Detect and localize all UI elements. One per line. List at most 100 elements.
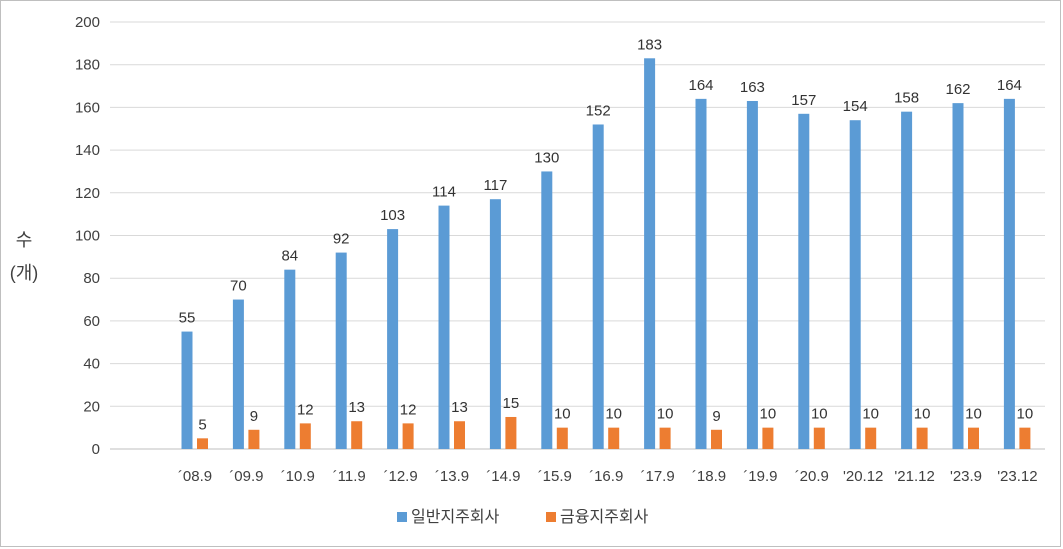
bar-general (849, 120, 861, 450)
bar-financial (968, 427, 979, 449)
bar-financial (197, 438, 208, 449)
bar-general (798, 113, 810, 450)
bar-general (644, 58, 656, 450)
legend-swatch (397, 512, 407, 522)
data-label: 10 (965, 406, 982, 423)
bar-financial (351, 421, 363, 449)
bar-financial (608, 427, 620, 449)
data-label: 114 (432, 184, 456, 201)
data-label: 10 (657, 406, 674, 423)
x-tick-label: '23.12 (997, 468, 1037, 485)
data-label: 183 (637, 36, 662, 53)
x-tick-label: '21.12 (894, 468, 934, 485)
bar-general (592, 124, 604, 449)
data-label: 10 (554, 406, 571, 423)
y-tick-label: 200 (75, 14, 100, 31)
bar-general (746, 100, 758, 450)
data-label: 10 (605, 406, 622, 423)
bar-financial (454, 421, 465, 449)
bar-financial (865, 427, 877, 449)
data-label: 162 (945, 81, 970, 98)
bar-financial (299, 423, 311, 449)
bar-general (695, 98, 707, 450)
legend-swatch (546, 512, 556, 522)
data-label: 130 (534, 149, 559, 166)
data-label: 158 (894, 90, 919, 107)
y-tick-label: 120 (75, 185, 100, 202)
data-label: 13 (451, 399, 468, 416)
data-label: 164 (688, 77, 713, 94)
x-tick-label: ´17.9 (640, 468, 674, 485)
data-label: 103 (380, 207, 405, 224)
bar-financial (248, 429, 260, 449)
bar-financial (505, 416, 517, 449)
data-label: 117 (483, 177, 507, 194)
bar-general (901, 111, 913, 450)
data-label: 5 (198, 416, 206, 433)
bar-general (541, 171, 553, 449)
bar-general (489, 199, 501, 449)
x-tick-label: ´12.9 (383, 468, 417, 485)
bar-general (232, 299, 244, 449)
bar-financial (659, 427, 671, 449)
bar-financial (762, 427, 774, 449)
data-label: 157 (791, 92, 816, 109)
legend-label: 일반지주회사 (411, 508, 500, 526)
data-label: 163 (740, 79, 765, 96)
data-label: 154 (843, 98, 868, 115)
data-label: 12 (297, 401, 314, 418)
x-tick-label: ´09.9 (229, 468, 263, 485)
x-tick-label: '23.9 (950, 468, 982, 485)
y-tick-label: 140 (75, 142, 100, 159)
y-tick-label: 100 (75, 228, 100, 245)
data-label: 9 (712, 408, 720, 425)
data-label: 9 (250, 408, 258, 425)
data-label: 13 (348, 399, 365, 416)
data-label: 10 (760, 406, 777, 423)
x-tick-label: ´18.9 (692, 468, 726, 485)
y-axis-label-unit: (개) (10, 263, 39, 283)
data-label: 15 (503, 395, 520, 412)
bar-financial (1019, 427, 1031, 449)
y-tick-label: 180 (75, 57, 100, 74)
y-tick-label: 160 (75, 99, 100, 116)
y-tick-label: 60 (83, 313, 100, 330)
bar-general (335, 252, 347, 449)
bar-general (438, 205, 450, 449)
x-tick-label: ´10.9 (281, 468, 315, 485)
data-label: 55 (179, 310, 196, 327)
bar-financial (402, 423, 414, 449)
x-tick-label: ´19.9 (743, 468, 777, 485)
x-tick-label: ´20.9 (795, 468, 829, 485)
y-tick-label: 0 (92, 441, 100, 458)
bar-general (952, 103, 964, 449)
data-label: 92 (333, 231, 350, 248)
y-tick-label: 20 (83, 398, 100, 415)
data-label: 10 (1017, 406, 1034, 423)
x-tick-label: ´16.9 (589, 468, 623, 485)
data-label: 10 (811, 406, 828, 423)
x-tick-label: ´13.9 (435, 468, 469, 485)
y-tick-label: 80 (83, 270, 100, 287)
bar-general (284, 269, 296, 449)
data-label: 164 (997, 77, 1022, 94)
data-label: 152 (586, 102, 611, 119)
bar-general (387, 229, 399, 449)
data-label: 12 (400, 401, 417, 418)
data-label: 10 (914, 406, 931, 423)
bar-general (1003, 98, 1015, 450)
y-axis-label: 수 (16, 230, 33, 250)
bar-financial (711, 429, 722, 449)
x-tick-label: ´14.9 (486, 468, 520, 485)
x-tick-label: ´15.9 (538, 468, 572, 485)
bar-financial (916, 427, 928, 449)
legend-label: 금융지주회사 (560, 508, 649, 526)
y-tick-label: 40 (83, 356, 100, 373)
x-tick-label: ´11.9 (333, 468, 366, 485)
bar-general (181, 331, 193, 449)
data-label: 10 (862, 406, 879, 423)
data-label: 70 (230, 278, 247, 295)
x-tick-label: ´08.9 (178, 468, 212, 485)
